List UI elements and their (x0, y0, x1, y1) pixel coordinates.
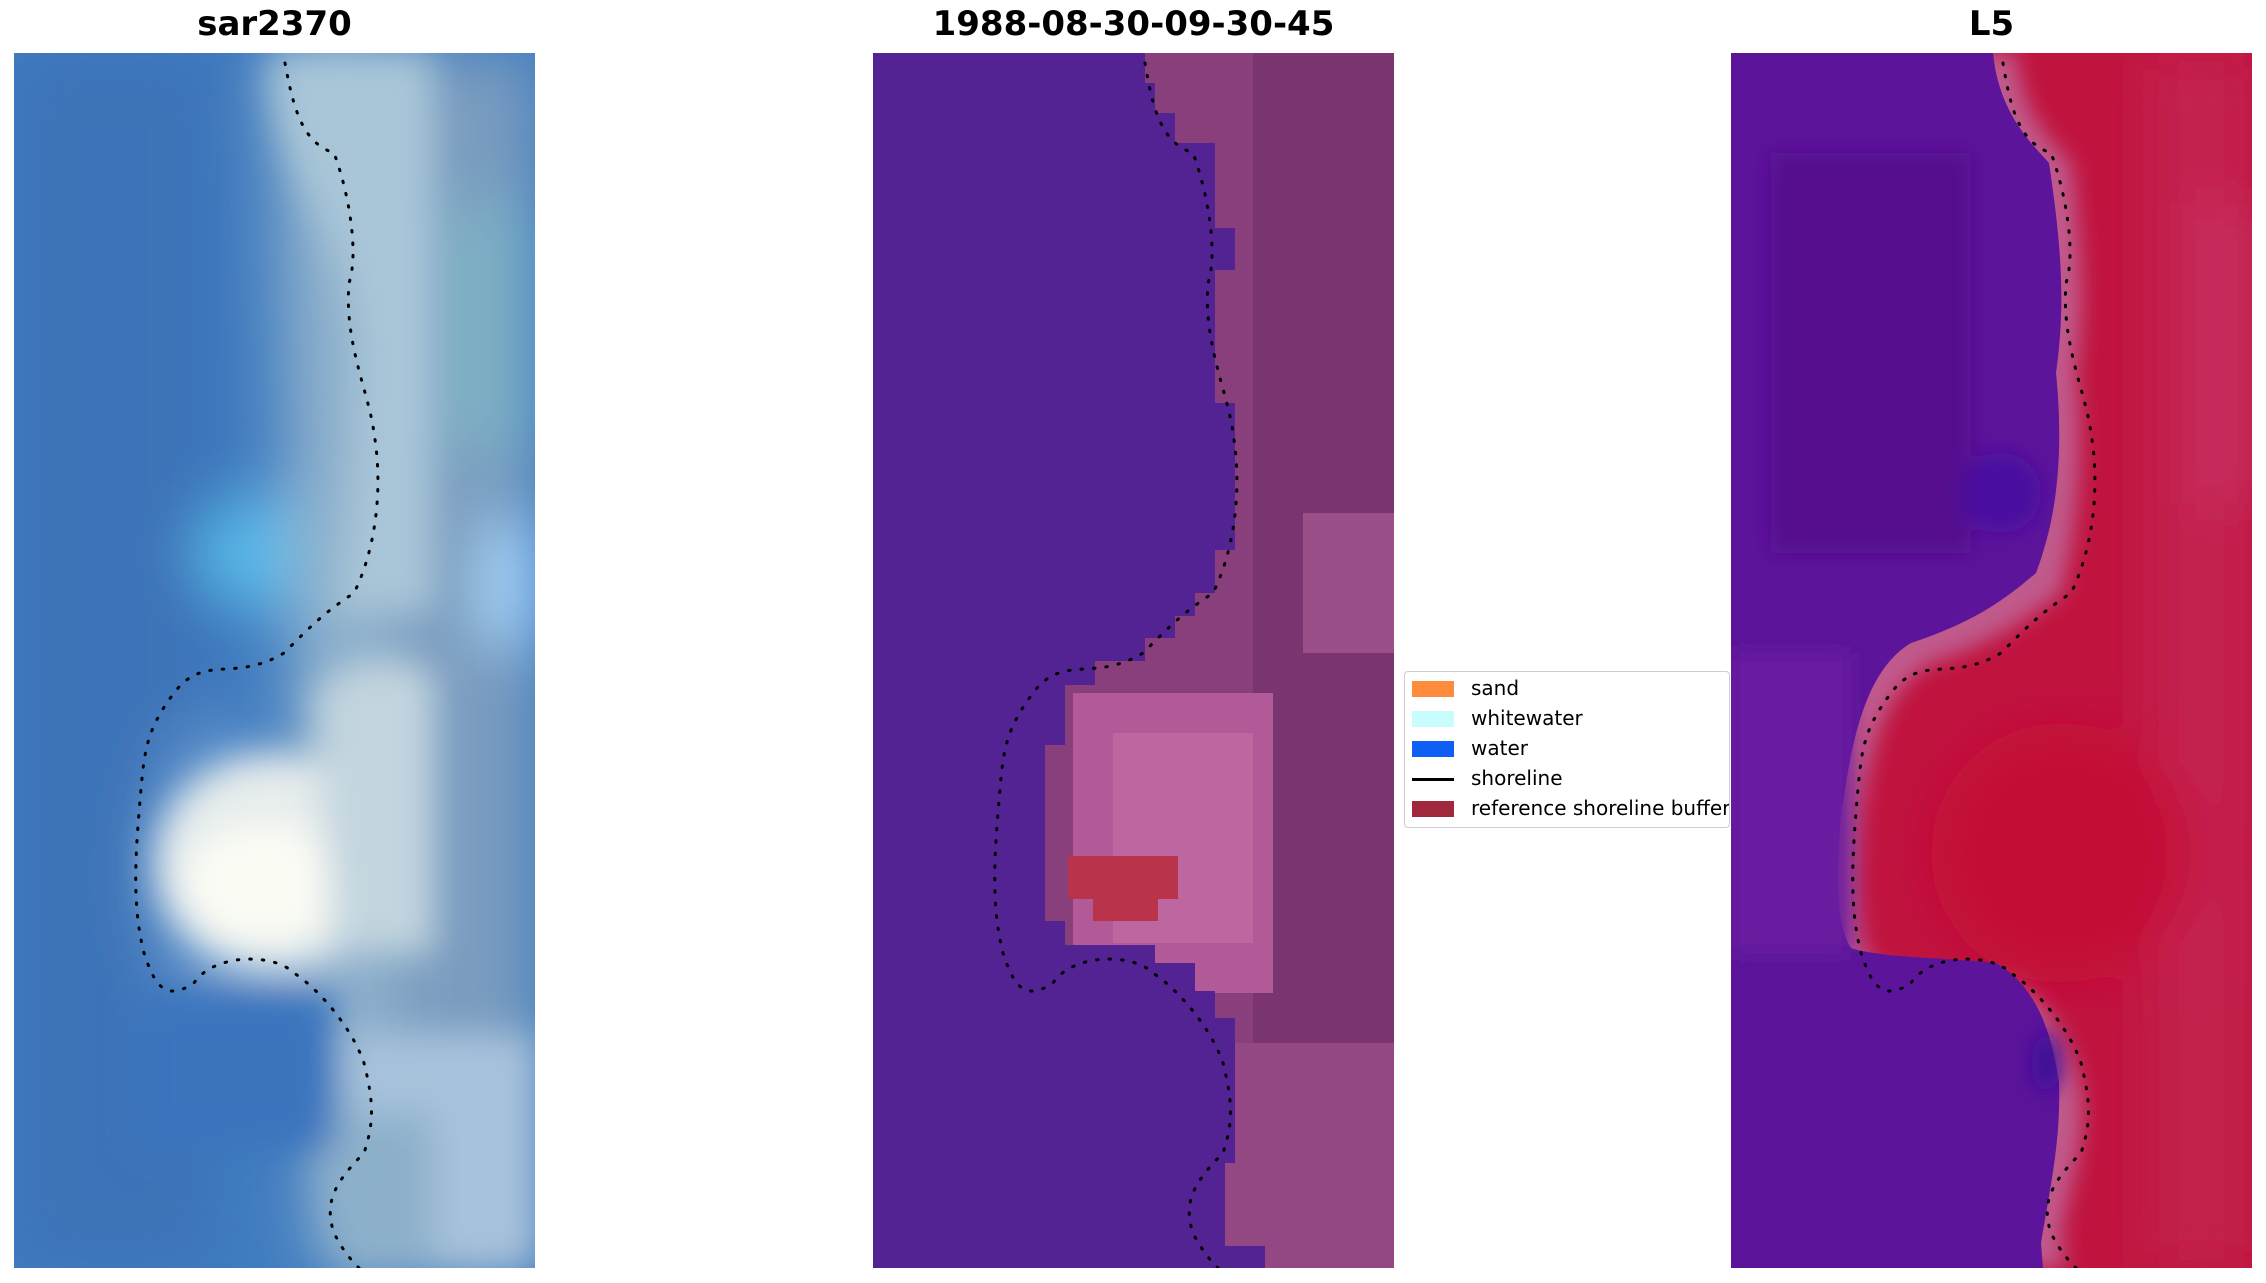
legend-label-sand: sand (1471, 676, 1520, 700)
legend: sand whitewater water shoreline referenc… (1404, 671, 1730, 828)
legend-label-water: water (1471, 736, 1528, 760)
legend-item-whitewater: whitewater (1405, 704, 1729, 734)
rgb-image (14, 53, 535, 1268)
legend-item-reference-buffer: reference shoreline buffer (1405, 794, 1730, 824)
rgb-image-panel (14, 53, 535, 1268)
legend-label-reference-buffer: reference shoreline buffer (1471, 796, 1730, 820)
classified-image-panel (873, 53, 1394, 1268)
shoreline-index (1851, 61, 2097, 1268)
legend-line-shoreline (1412, 778, 1454, 781)
legend-label-whitewater: whitewater (1471, 706, 1583, 730)
panel-title-classified: 1988-08-30-09-30-45 (932, 4, 1335, 44)
shoreline-classified (993, 61, 1239, 1268)
panel-title-rgb: sar2370 (197, 4, 352, 44)
reference-buffer-patch (1068, 856, 1178, 921)
classified-water-region (873, 53, 1265, 1268)
legend-swatch-sand (1412, 681, 1454, 697)
legend-swatch-water (1412, 741, 1454, 757)
index-image (1731, 53, 2252, 1268)
index-image-panel (1731, 53, 2252, 1268)
legend-item-shoreline: shoreline (1405, 764, 1729, 794)
legend-swatch-whitewater (1412, 711, 1454, 727)
legend-item-sand: sand (1405, 674, 1729, 704)
legend-label-shoreline: shoreline (1471, 766, 1563, 790)
legend-item-water: water (1405, 734, 1729, 764)
shoreline-rgb (134, 61, 380, 1268)
classified-image (873, 53, 1394, 1268)
panel-title-index: L5 (1968, 4, 2015, 44)
legend-swatch-reference-buffer (1412, 801, 1454, 817)
